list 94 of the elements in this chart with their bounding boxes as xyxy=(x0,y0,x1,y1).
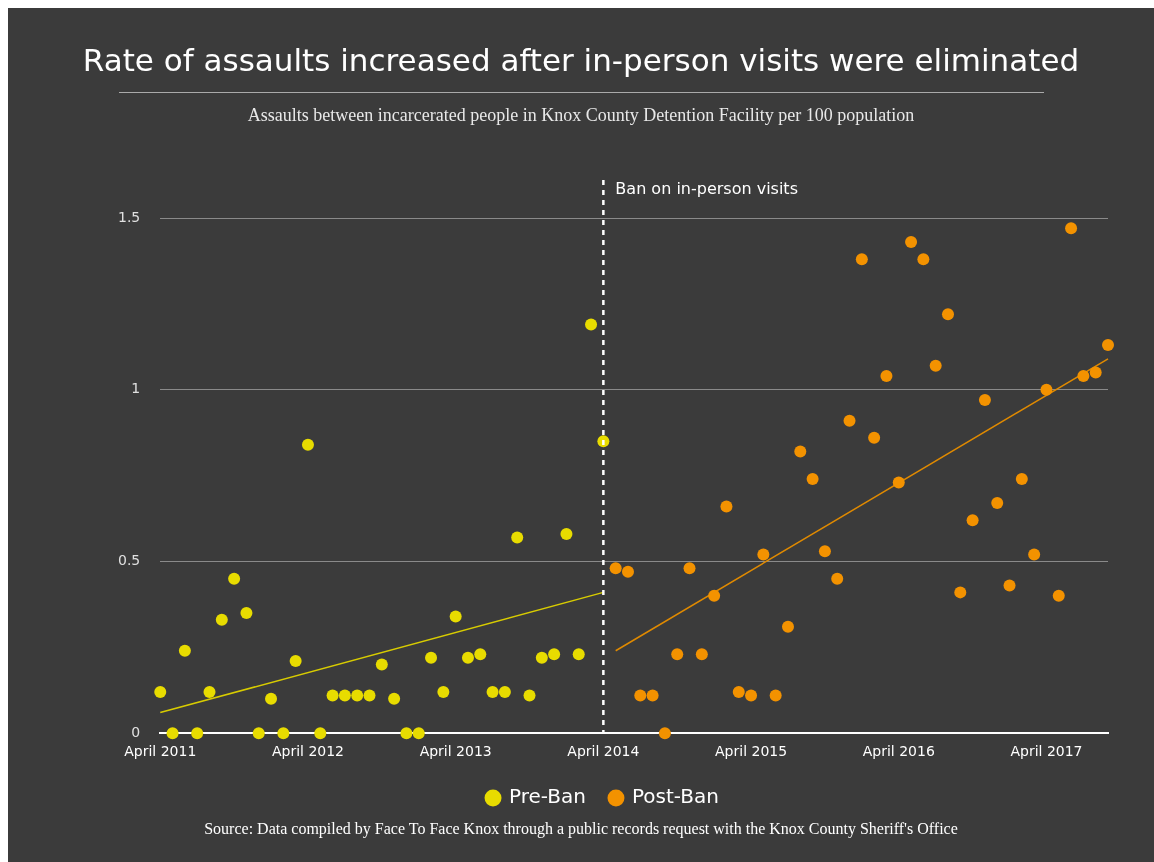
x-tick-label: April 2016 xyxy=(862,743,935,760)
point xyxy=(461,651,474,664)
point xyxy=(1003,579,1016,592)
y-tick-label: 0.5 xyxy=(118,552,141,569)
point xyxy=(658,727,671,740)
ref-line-label: Ban on in-person visits xyxy=(615,179,798,199)
point xyxy=(966,514,979,527)
point xyxy=(535,651,548,664)
point xyxy=(228,572,241,585)
x-tick-label: April 2015 xyxy=(715,743,788,760)
point xyxy=(1089,366,1102,379)
point xyxy=(634,689,647,702)
point xyxy=(880,370,893,382)
x-tick-label: April 2012 xyxy=(271,743,344,760)
point xyxy=(338,689,351,702)
point xyxy=(363,689,376,702)
point xyxy=(769,689,782,702)
point xyxy=(1052,589,1065,602)
point xyxy=(892,476,905,489)
point xyxy=(314,727,327,740)
point xyxy=(855,253,868,266)
point xyxy=(671,648,684,661)
point xyxy=(794,445,807,458)
point xyxy=(843,414,856,427)
point xyxy=(781,620,794,633)
point xyxy=(449,610,462,623)
point xyxy=(745,689,758,702)
point xyxy=(498,685,511,698)
legend-label: Pre-Ban xyxy=(509,784,586,809)
point xyxy=(757,548,770,561)
point xyxy=(265,692,278,705)
source-note: Source: Data compiled by Face To Face Knox through a public records request with the Knox County Sheriff's Office xyxy=(203,820,959,838)
point xyxy=(523,689,536,702)
y-tick-label: 1 xyxy=(131,380,141,397)
point xyxy=(683,562,696,575)
point xyxy=(831,572,844,585)
point xyxy=(991,497,1004,510)
point xyxy=(905,236,918,249)
point xyxy=(560,527,573,540)
point xyxy=(1028,548,1041,561)
point xyxy=(1102,339,1114,352)
point xyxy=(572,648,585,661)
point xyxy=(1065,222,1078,235)
point xyxy=(203,685,216,698)
point xyxy=(166,727,179,740)
point xyxy=(708,589,721,602)
point xyxy=(437,685,450,698)
point xyxy=(178,644,191,657)
point xyxy=(978,394,991,407)
point xyxy=(818,545,831,558)
point xyxy=(585,318,598,331)
point xyxy=(806,473,819,486)
point xyxy=(351,689,364,702)
point xyxy=(388,692,401,705)
point xyxy=(1077,370,1090,382)
point xyxy=(154,685,167,698)
point xyxy=(732,685,745,698)
x-tick-label: April 2013 xyxy=(419,743,492,760)
point xyxy=(412,727,425,740)
point xyxy=(1015,473,1028,486)
point xyxy=(301,438,314,451)
point xyxy=(646,689,659,702)
point xyxy=(486,685,499,698)
chart-title: Rate of assaults increased after in-person visits were eliminated xyxy=(81,41,1081,78)
point xyxy=(621,565,634,578)
point xyxy=(215,613,228,626)
chart-subtitle: Assaults between incarcerated people in Knox County Detention Facility per 100 population xyxy=(246,105,916,126)
x-tick-label: April 2014 xyxy=(567,743,640,760)
point xyxy=(511,531,524,544)
point xyxy=(954,586,967,599)
x-tick-label: April 2011 xyxy=(124,743,197,760)
point xyxy=(929,359,942,372)
point xyxy=(400,727,413,740)
point xyxy=(720,500,733,513)
point xyxy=(695,648,708,661)
point xyxy=(375,658,388,671)
point xyxy=(917,253,930,266)
point xyxy=(191,727,204,740)
point xyxy=(425,651,438,664)
legend-label: Post-Ban xyxy=(631,784,719,809)
point xyxy=(609,562,622,575)
y-tick-label: 1.5 xyxy=(118,208,141,225)
point xyxy=(1040,383,1053,396)
point xyxy=(868,431,881,444)
point xyxy=(277,727,290,740)
point xyxy=(941,308,954,321)
point xyxy=(252,727,265,740)
point xyxy=(474,648,487,661)
point xyxy=(289,655,302,668)
x-tick-label: April 2017 xyxy=(1010,743,1083,760)
point xyxy=(240,606,253,619)
y-tick-label: 0 xyxy=(131,723,141,740)
point xyxy=(326,689,339,702)
point xyxy=(548,648,561,661)
